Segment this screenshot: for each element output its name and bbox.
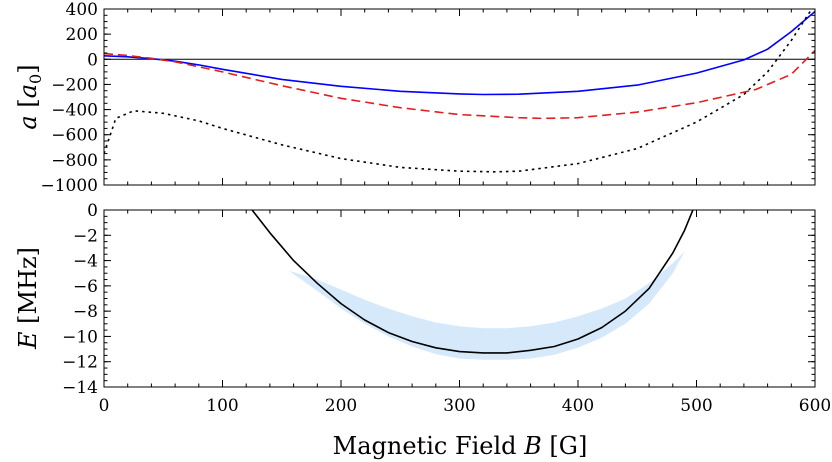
x-tick-label: 300 <box>443 396 475 416</box>
bottom-series-solid-line <box>251 210 694 354</box>
top-y-tick-label: 400 <box>66 0 98 20</box>
top-series-dashed-line <box>104 49 815 120</box>
top-panel-scattering-length: −1000 −800 −600 −400 −200 0 200 400 <box>40 0 816 196</box>
top-series-dotted-line <box>104 9 813 173</box>
bottom-y-axis-label: E [MHz] <box>14 247 42 350</box>
top-plot-area <box>104 9 815 173</box>
bottom-y-tick-label: −4 <box>73 252 98 272</box>
bottom-uncertainty-band <box>288 251 685 360</box>
top-y-tick-label: 0 <box>87 50 98 70</box>
x-tick-label: 200 <box>325 396 357 416</box>
top-series-solid-line <box>104 10 815 96</box>
bottom-y-tick-label: −8 <box>73 302 98 322</box>
x-tick-label: 500 <box>680 396 712 416</box>
top-frame <box>103 8 816 186</box>
x-axis-label: Magnetic Field B [G] <box>333 432 588 460</box>
x-tick-label: 600 <box>799 396 831 416</box>
bottom-y-tick-label: −10 <box>62 327 98 347</box>
top-y-axis-label: a [a0] <box>14 64 45 129</box>
bottom-y-tick-label: −14 <box>62 378 98 398</box>
bottom-y-tick-label: −6 <box>73 277 98 297</box>
bottom-y-tick-label: −2 <box>73 226 98 246</box>
x-tick-label: 400 <box>562 396 594 416</box>
top-y-tick-label: −800 <box>51 151 98 171</box>
top-y-tick-label: −600 <box>51 126 98 146</box>
x-tick-label: 0 <box>99 396 110 416</box>
bottom-panel-binding-energy: 0 100 200 300 400 500 600 −14 −12 −10 −8 −6 −4 −2 0 <box>62 201 831 416</box>
bottom-y-tick-label: 0 <box>87 201 98 221</box>
bottom-y-tick-label: −12 <box>62 353 98 373</box>
top-y-tick-label: −400 <box>51 101 98 121</box>
top-y-tick-label: −200 <box>51 75 98 95</box>
top-y-tick-label: −1000 <box>40 176 98 196</box>
x-tick-label: 100 <box>206 396 238 416</box>
bottom-frame <box>103 209 816 388</box>
top-y-tick-label: 200 <box>66 25 98 45</box>
bottom-plot-area <box>251 210 694 360</box>
